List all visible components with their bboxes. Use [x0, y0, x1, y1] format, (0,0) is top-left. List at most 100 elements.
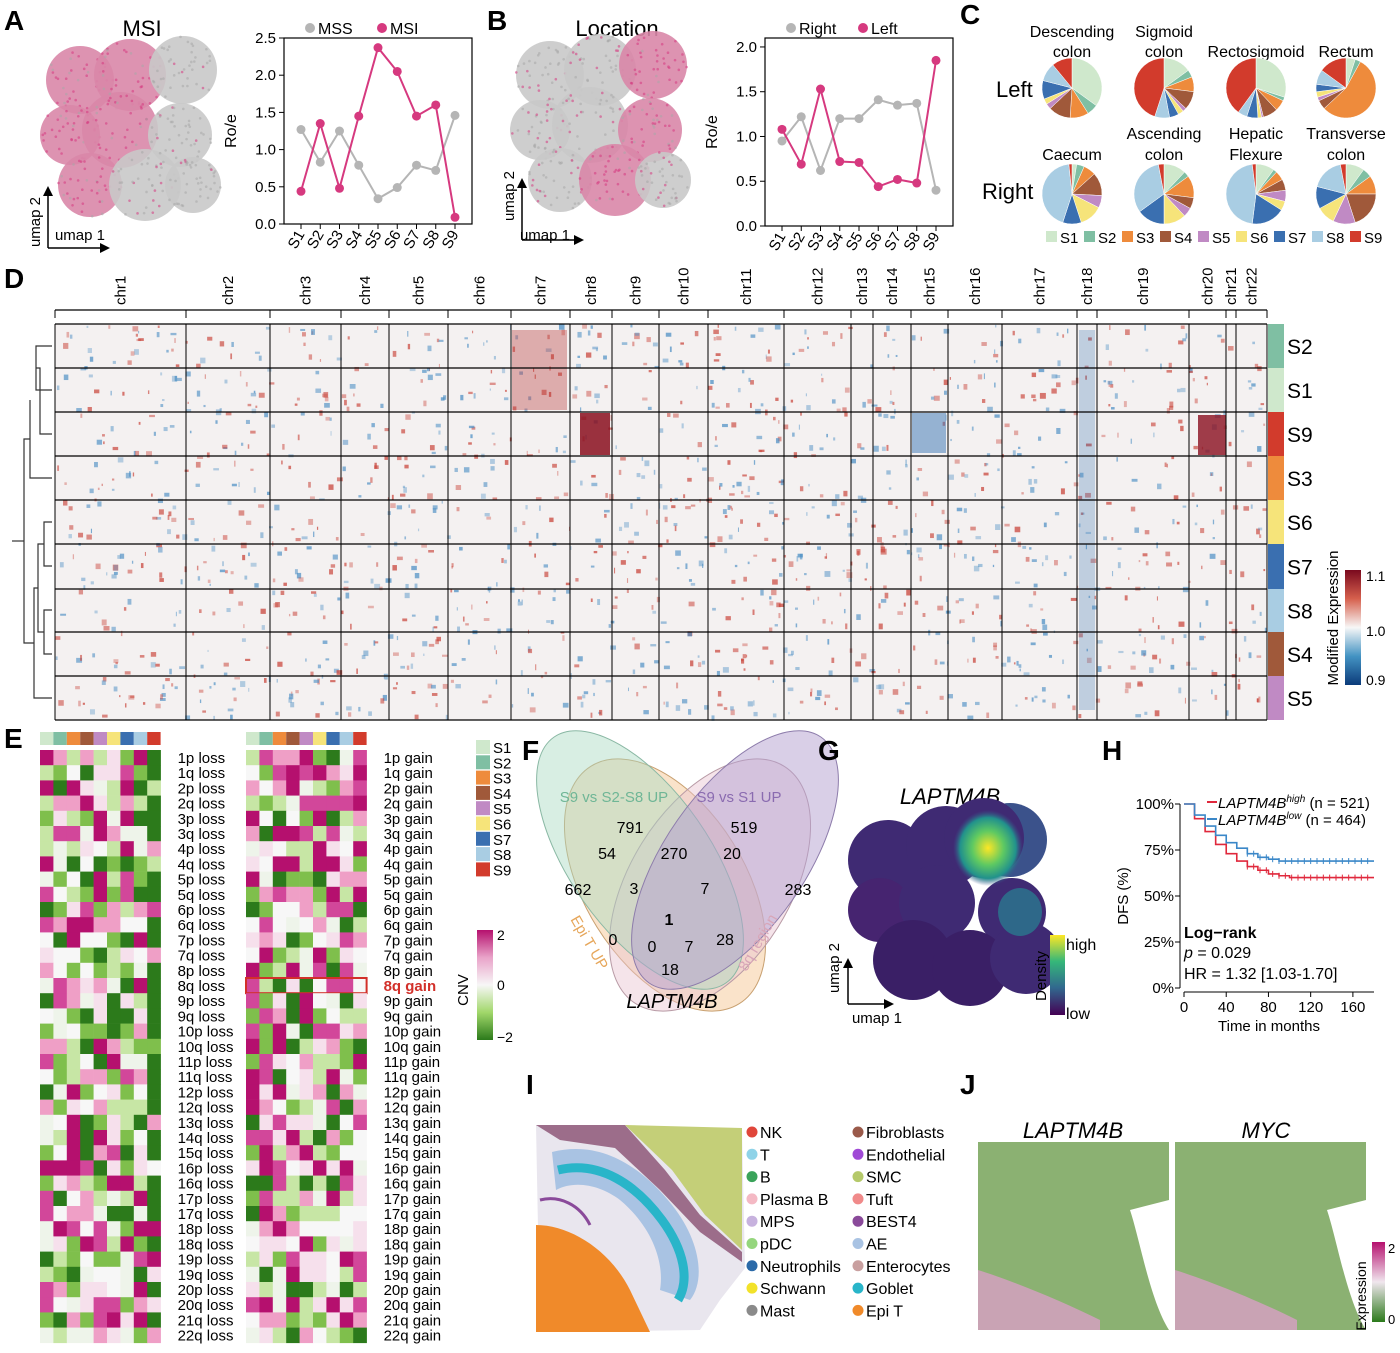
umap-point	[556, 63, 560, 66]
umap-point	[604, 133, 607, 136]
cnv-cell	[246, 1160, 260, 1176]
heatmap-cell	[254, 351, 260, 354]
dendrogram-branch	[33, 587, 52, 699]
heatmap-cell	[535, 664, 537, 671]
umap-point	[599, 154, 602, 158]
y-tick-label: 2.0	[255, 67, 276, 84]
heatmap-cell	[1114, 393, 1118, 399]
x-tick-label: S4	[342, 228, 366, 252]
heatmap-cell	[1039, 392, 1046, 399]
arm-label: 16q loss	[178, 1176, 234, 1193]
column-color-bar	[93, 732, 107, 745]
heatmap-cell	[886, 325, 890, 332]
heatmap-cell	[731, 507, 733, 511]
umap-point	[549, 203, 553, 207]
cnv-cell	[286, 1099, 300, 1116]
cnv-cell	[259, 1023, 274, 1040]
umap-point	[141, 64, 144, 68]
heatmap-cell	[722, 423, 728, 428]
heatmap-cell	[1051, 374, 1058, 379]
heatmap-cell	[196, 565, 199, 571]
heatmap-cell	[250, 562, 257, 567]
heatmap-cell	[1258, 407, 1263, 410]
panel-letter-i: I	[526, 1069, 534, 1100]
umap-point	[652, 118, 655, 122]
umap-point	[158, 174, 162, 177]
cnv-cell	[286, 917, 300, 933]
umap-point	[555, 196, 559, 200]
data-point	[796, 159, 806, 169]
heatmap-cell	[967, 658, 969, 663]
heatmap-cell	[729, 493, 735, 496]
heatmap-cell	[203, 404, 206, 408]
heatmap-cell	[402, 485, 406, 488]
heatmap-cell	[468, 391, 473, 395]
km-legend-n-low: (n = 464)	[1306, 812, 1366, 829]
umap-point	[678, 174, 681, 178]
umap-point	[545, 119, 549, 122]
heatmap-cell	[562, 702, 569, 708]
heatmap-cell	[582, 694, 586, 699]
umap-point	[156, 112, 160, 116]
heatmap-cell	[258, 392, 265, 398]
heatmap-cell	[805, 393, 807, 397]
heatmap-cell	[1194, 522, 1198, 526]
heatmap-cell	[1123, 401, 1127, 408]
cnv-cell	[326, 1206, 341, 1222]
heatmap-cell	[928, 629, 931, 636]
heatmap-cell	[807, 337, 809, 340]
heatmap-cell	[779, 573, 783, 577]
umap-point	[603, 173, 606, 176]
heatmap-cell	[778, 420, 780, 424]
series-line	[781, 60, 937, 188]
heatmap-cell	[715, 649, 721, 653]
chromosome-label: chr5	[411, 276, 428, 305]
cnv-cell	[107, 780, 121, 796]
arm-label: 8q loss	[178, 978, 226, 995]
cnv-cell	[326, 1130, 341, 1146]
heatmap-cell	[56, 385, 60, 391]
heatmap-cell	[697, 442, 702, 448]
heatmap-cell	[103, 626, 110, 631]
heatmap-cell	[238, 510, 245, 516]
umap-point	[209, 187, 213, 191]
heatmap-cell	[1041, 562, 1044, 567]
data-point	[392, 66, 402, 76]
data-point	[931, 185, 941, 195]
cnv-cell	[120, 993, 135, 1009]
umap-point	[576, 135, 579, 138]
umap-point	[586, 78, 589, 82]
heatmap-cell	[1182, 338, 1187, 342]
heatmap-cell	[138, 421, 141, 425]
heatmap-cell	[113, 564, 119, 571]
heatmap-cell	[212, 611, 216, 616]
density-title: Density	[1033, 950, 1050, 1001]
legend-marker	[377, 23, 387, 33]
x-tick-label: S7	[881, 230, 905, 254]
heatmap-cell	[798, 348, 805, 352]
cnv-cell	[353, 1145, 367, 1161]
heatmap-cell	[758, 449, 765, 452]
cnv-cell	[133, 1312, 148, 1328]
cnv-cell	[53, 886, 68, 903]
heatmap-cell	[828, 670, 833, 676]
umap-point	[162, 77, 165, 80]
cnv-cell	[107, 1206, 121, 1222]
x-axis-label: Time in months	[1218, 1018, 1320, 1035]
cnv-cell	[80, 1099, 94, 1116]
cnv-cell	[339, 1160, 354, 1176]
heatmap-cell	[356, 403, 361, 407]
heatmap-cell	[824, 694, 831, 698]
cnv-cell	[40, 1054, 54, 1070]
cnv-cell	[313, 902, 327, 918]
cnv-cell	[53, 962, 68, 979]
umap-point	[561, 101, 565, 105]
cnv-cell	[53, 750, 68, 766]
heatmap-cell	[1116, 457, 1119, 462]
umap-point	[65, 109, 68, 113]
cnv-cell	[339, 1312, 354, 1328]
heatmap-cell	[603, 355, 607, 360]
heatmap-cell	[752, 609, 755, 615]
heatmap-cell	[1144, 324, 1147, 331]
heatmap-cell	[627, 687, 629, 692]
